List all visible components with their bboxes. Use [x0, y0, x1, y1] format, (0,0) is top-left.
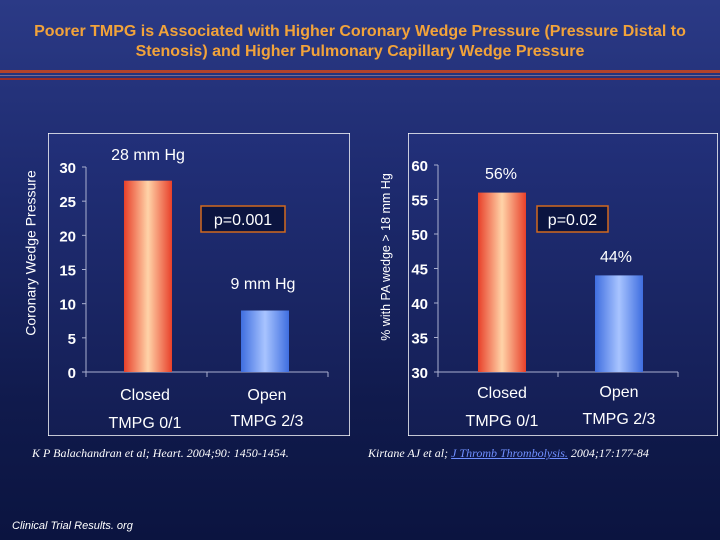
left-y-axis-label: Coronary Wedge Pressure: [23, 170, 40, 336]
right-y-tick-label-60: 60: [411, 158, 428, 175]
right-bar-chart: 30 35 40 45 50 55 60 56% 44% p=0.02: [408, 133, 718, 436]
left-category-open: Open: [247, 387, 287, 404]
left-category-closed: Closed: [120, 387, 170, 404]
right-chart-frame: [408, 133, 718, 436]
footer-brand: Clinical Trial Results. org: [12, 520, 133, 532]
left-chart-frame: [48, 133, 350, 436]
right-sublabel-tmpg01: TMPG 0/1: [465, 413, 539, 430]
left-y-tick-label-20: 20: [59, 228, 76, 245]
left-bar-closed: [124, 180, 172, 372]
right-y-tick-label-50: 50: [411, 227, 428, 244]
right-bar-label-open: 44%: [600, 249, 632, 266]
left-pvalue: p=0.001: [214, 212, 272, 229]
left-sublabel-tmpg01: TMPG 0/1: [108, 415, 182, 432]
citation-right: Kirtane AJ et al; J Thromb Thrombolysis.…: [368, 446, 649, 461]
right-y-tick-label-55: 55: [411, 193, 428, 210]
right-bar-label-closed: 56%: [485, 166, 517, 183]
right-pvalue: p=0.02: [548, 212, 597, 229]
right-y-axis-label-wrap: % with PA wedge > 18 mm Hg: [373, 133, 399, 381]
citation-left: K P Balachandran et al; Heart. 2004;90: …: [32, 446, 289, 460]
citation-right-prefix: Kirtane AJ et al;: [368, 446, 452, 460]
citation-right-suffix: 2004;17:177-84: [567, 446, 649, 460]
left-bar-open: [241, 310, 289, 372]
right-y-tick-label-40: 40: [411, 296, 428, 313]
left-y-tick-label-25: 25: [59, 194, 76, 211]
citation-right-link[interactable]: J Thromb Thrombolysis.: [451, 446, 568, 460]
right-pvalue-box: [536, 205, 609, 233]
title-rule-top: [0, 70, 720, 73]
slide-title: Poorer TMPG is Associated with Higher Co…: [34, 23, 686, 60]
left-chart-panel: 0 5 10 15 20 25 30 28 mm Hg 9 mm Hg p=0.001: [48, 133, 350, 436]
left-y-axis-label-wrap: Coronary Wedge Pressure: [18, 133, 44, 373]
left-sublabel-tmpg23: TMPG 2/3: [230, 413, 304, 430]
title-rule-middle: [0, 75, 720, 76]
title-rule-bottom: [0, 78, 720, 80]
left-bar-chart: 0 5 10 15 20 25 30 28 mm Hg 9 mm Hg p=0.001: [48, 133, 350, 436]
right-category-open: Open: [599, 384, 639, 401]
right-y-tick-label-35: 35: [411, 331, 428, 348]
right-sublabel-tmpg23: TMPG 2/3: [582, 411, 656, 428]
left-y-tick-label-0: 0: [68, 365, 76, 382]
left-y-tick-label-5: 5: [68, 331, 76, 348]
right-y-tick-label-30: 30: [411, 365, 428, 382]
left-bar-label-open: 9 mm Hg: [231, 276, 296, 293]
right-y-tick-label-45: 45: [411, 262, 428, 279]
left-pvalue-box: [200, 205, 286, 233]
left-y-tick-label-10: 10: [59, 297, 76, 314]
left-y-tick-label-30: 30: [59, 160, 76, 177]
right-y-axis-label: % with PA wedge > 18 mm Hg: [379, 173, 393, 341]
left-y-tick-label-15: 15: [59, 263, 76, 280]
left-bar-label-closed: 28 mm Hg: [111, 147, 185, 164]
right-category-closed: Closed: [477, 385, 527, 402]
right-bar-open: [595, 275, 643, 372]
right-chart-panel: 30 35 40 45 50 55 60 56% 44% p=0.02: [408, 133, 718, 436]
right-bar-closed: [478, 192, 526, 372]
